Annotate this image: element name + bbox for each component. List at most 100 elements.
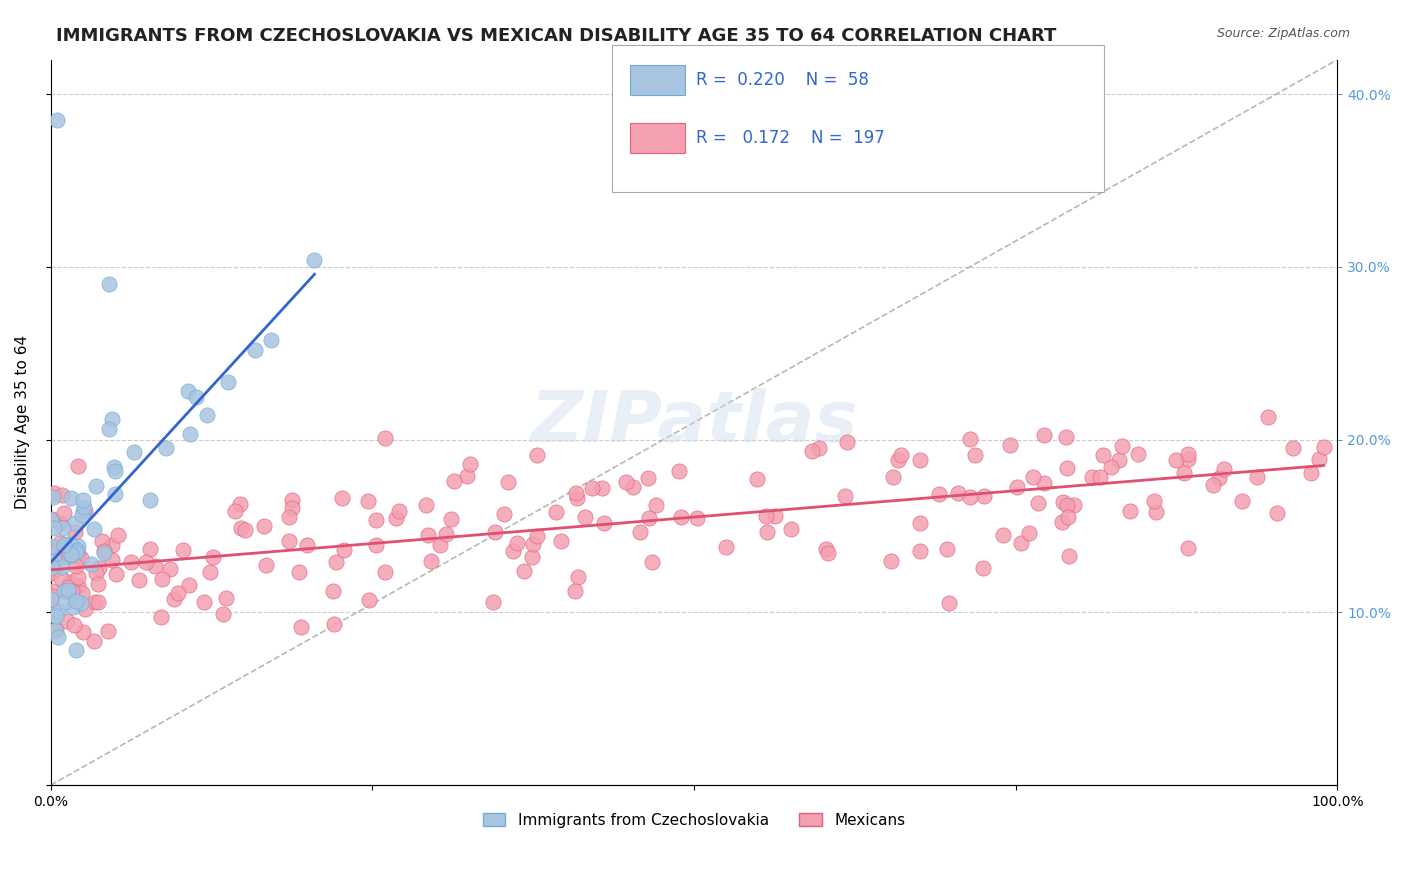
Mexicans — [574, 509, 596, 524]
Mexicans — [163, 592, 186, 607]
Mexicans — [135, 554, 157, 568]
Mexicans — [1177, 447, 1199, 461]
Mexicans — [63, 525, 86, 540]
Mexicans — [359, 593, 381, 607]
Mexicans — [756, 524, 779, 539]
Immigrants from Czechoslovakia — [60, 491, 83, 505]
Mexicans — [59, 574, 82, 589]
Mexicans — [1092, 448, 1115, 462]
Mexicans — [48, 516, 70, 530]
Mexicans — [1032, 476, 1054, 491]
Mexicans — [959, 432, 981, 446]
Mexicans — [1246, 470, 1268, 484]
Mexicans — [364, 513, 387, 527]
Mexicans — [1081, 470, 1104, 484]
Mexicans — [83, 634, 105, 648]
Immigrants from Czechoslovakia — [52, 521, 75, 535]
Mexicans — [84, 566, 107, 580]
Mexicans — [963, 448, 986, 462]
Mexicans — [800, 444, 823, 458]
Mexicans — [668, 464, 690, 478]
Mexicans — [808, 442, 831, 456]
Mexicans — [67, 546, 90, 560]
Immigrants from Czechoslovakia — [101, 411, 124, 425]
Mexicans — [325, 555, 347, 569]
Mexicans — [591, 482, 613, 496]
Immigrants from Czechoslovakia — [195, 408, 218, 422]
Mexicans — [614, 475, 637, 490]
Mexicans — [107, 528, 129, 542]
Mexicans — [1313, 440, 1336, 454]
Mexicans — [522, 549, 544, 564]
Mexicans — [550, 533, 572, 548]
Mexicans — [1059, 549, 1081, 564]
Mexicans — [281, 492, 304, 507]
Mexicans — [456, 469, 478, 483]
Mexicans — [834, 489, 856, 503]
Mexicans — [333, 543, 356, 558]
Immigrants from Czechoslovakia — [245, 343, 267, 357]
Immigrants from Czechoslovakia — [155, 441, 177, 455]
Mexicans — [193, 595, 215, 609]
Mexicans — [229, 497, 252, 511]
Mexicans — [637, 511, 659, 525]
Mexicans — [357, 494, 380, 508]
Mexicans — [67, 579, 90, 593]
Immigrants from Czechoslovakia — [72, 503, 94, 517]
Immigrants from Czechoslovakia — [184, 390, 207, 404]
Mexicans — [882, 470, 904, 484]
Mexicans — [526, 528, 548, 542]
Mexicans — [1173, 467, 1195, 481]
Immigrants from Czechoslovakia — [42, 490, 65, 504]
Immigrants from Czechoslovakia — [65, 643, 87, 657]
Mexicans — [177, 578, 200, 592]
Mexicans — [70, 586, 93, 600]
Immigrants from Czechoslovakia — [104, 464, 127, 478]
Immigrants from Czechoslovakia — [41, 560, 63, 574]
Mexicans — [224, 504, 246, 518]
Mexicans — [322, 584, 344, 599]
Mexicans — [49, 571, 72, 585]
Mexicans — [231, 521, 253, 535]
Mexicans — [484, 524, 506, 539]
Immigrants from Czechoslovakia — [60, 538, 83, 552]
Mexicans — [1026, 496, 1049, 510]
Mexicans — [65, 558, 87, 573]
Immigrants from Czechoslovakia — [103, 460, 125, 475]
Mexicans — [60, 584, 83, 599]
Immigrants from Czechoslovakia — [138, 492, 160, 507]
Mexicans — [415, 498, 437, 512]
Immigrants from Czechoslovakia — [66, 542, 89, 557]
Immigrants from Czechoslovakia — [179, 426, 201, 441]
Mexicans — [143, 558, 166, 573]
Immigrants from Czechoslovakia — [65, 594, 87, 608]
Mexicans — [49, 536, 72, 550]
Mexicans — [567, 569, 589, 583]
Mexicans — [1308, 451, 1330, 466]
Mexicans — [41, 584, 63, 599]
Mexicans — [214, 591, 236, 605]
Mexicans — [281, 501, 304, 516]
Mexicans — [443, 474, 465, 488]
Mexicans — [1052, 515, 1074, 529]
Mexicans — [41, 566, 63, 580]
Mexicans — [58, 581, 80, 595]
Mexicans — [73, 504, 96, 518]
Immigrants from Czechoslovakia — [39, 513, 62, 527]
Mexicans — [93, 544, 115, 558]
Mexicans — [374, 431, 396, 445]
Mexicans — [429, 538, 451, 552]
Mexicans — [202, 549, 225, 564]
Immigrants from Czechoslovakia — [70, 596, 93, 610]
Mexicans — [277, 510, 299, 524]
Mexicans — [1011, 536, 1033, 550]
Mexicans — [1144, 505, 1167, 519]
Immigrants from Czechoslovakia — [41, 539, 63, 553]
Immigrants from Czechoslovakia — [58, 584, 80, 599]
Mexicans — [817, 546, 839, 560]
Y-axis label: Disability Age 35 to 64: Disability Age 35 to 64 — [15, 335, 30, 509]
Immigrants from Czechoslovakia — [42, 608, 65, 623]
Mexicans — [506, 536, 529, 550]
Mexicans — [1057, 510, 1080, 524]
Text: IMMIGRANTS FROM CZECHOSLOVAKIA VS MEXICAN DISABILITY AGE 35 TO 64 CORRELATION CH: IMMIGRANTS FROM CZECHOSLOVAKIA VS MEXICA… — [56, 27, 1057, 45]
